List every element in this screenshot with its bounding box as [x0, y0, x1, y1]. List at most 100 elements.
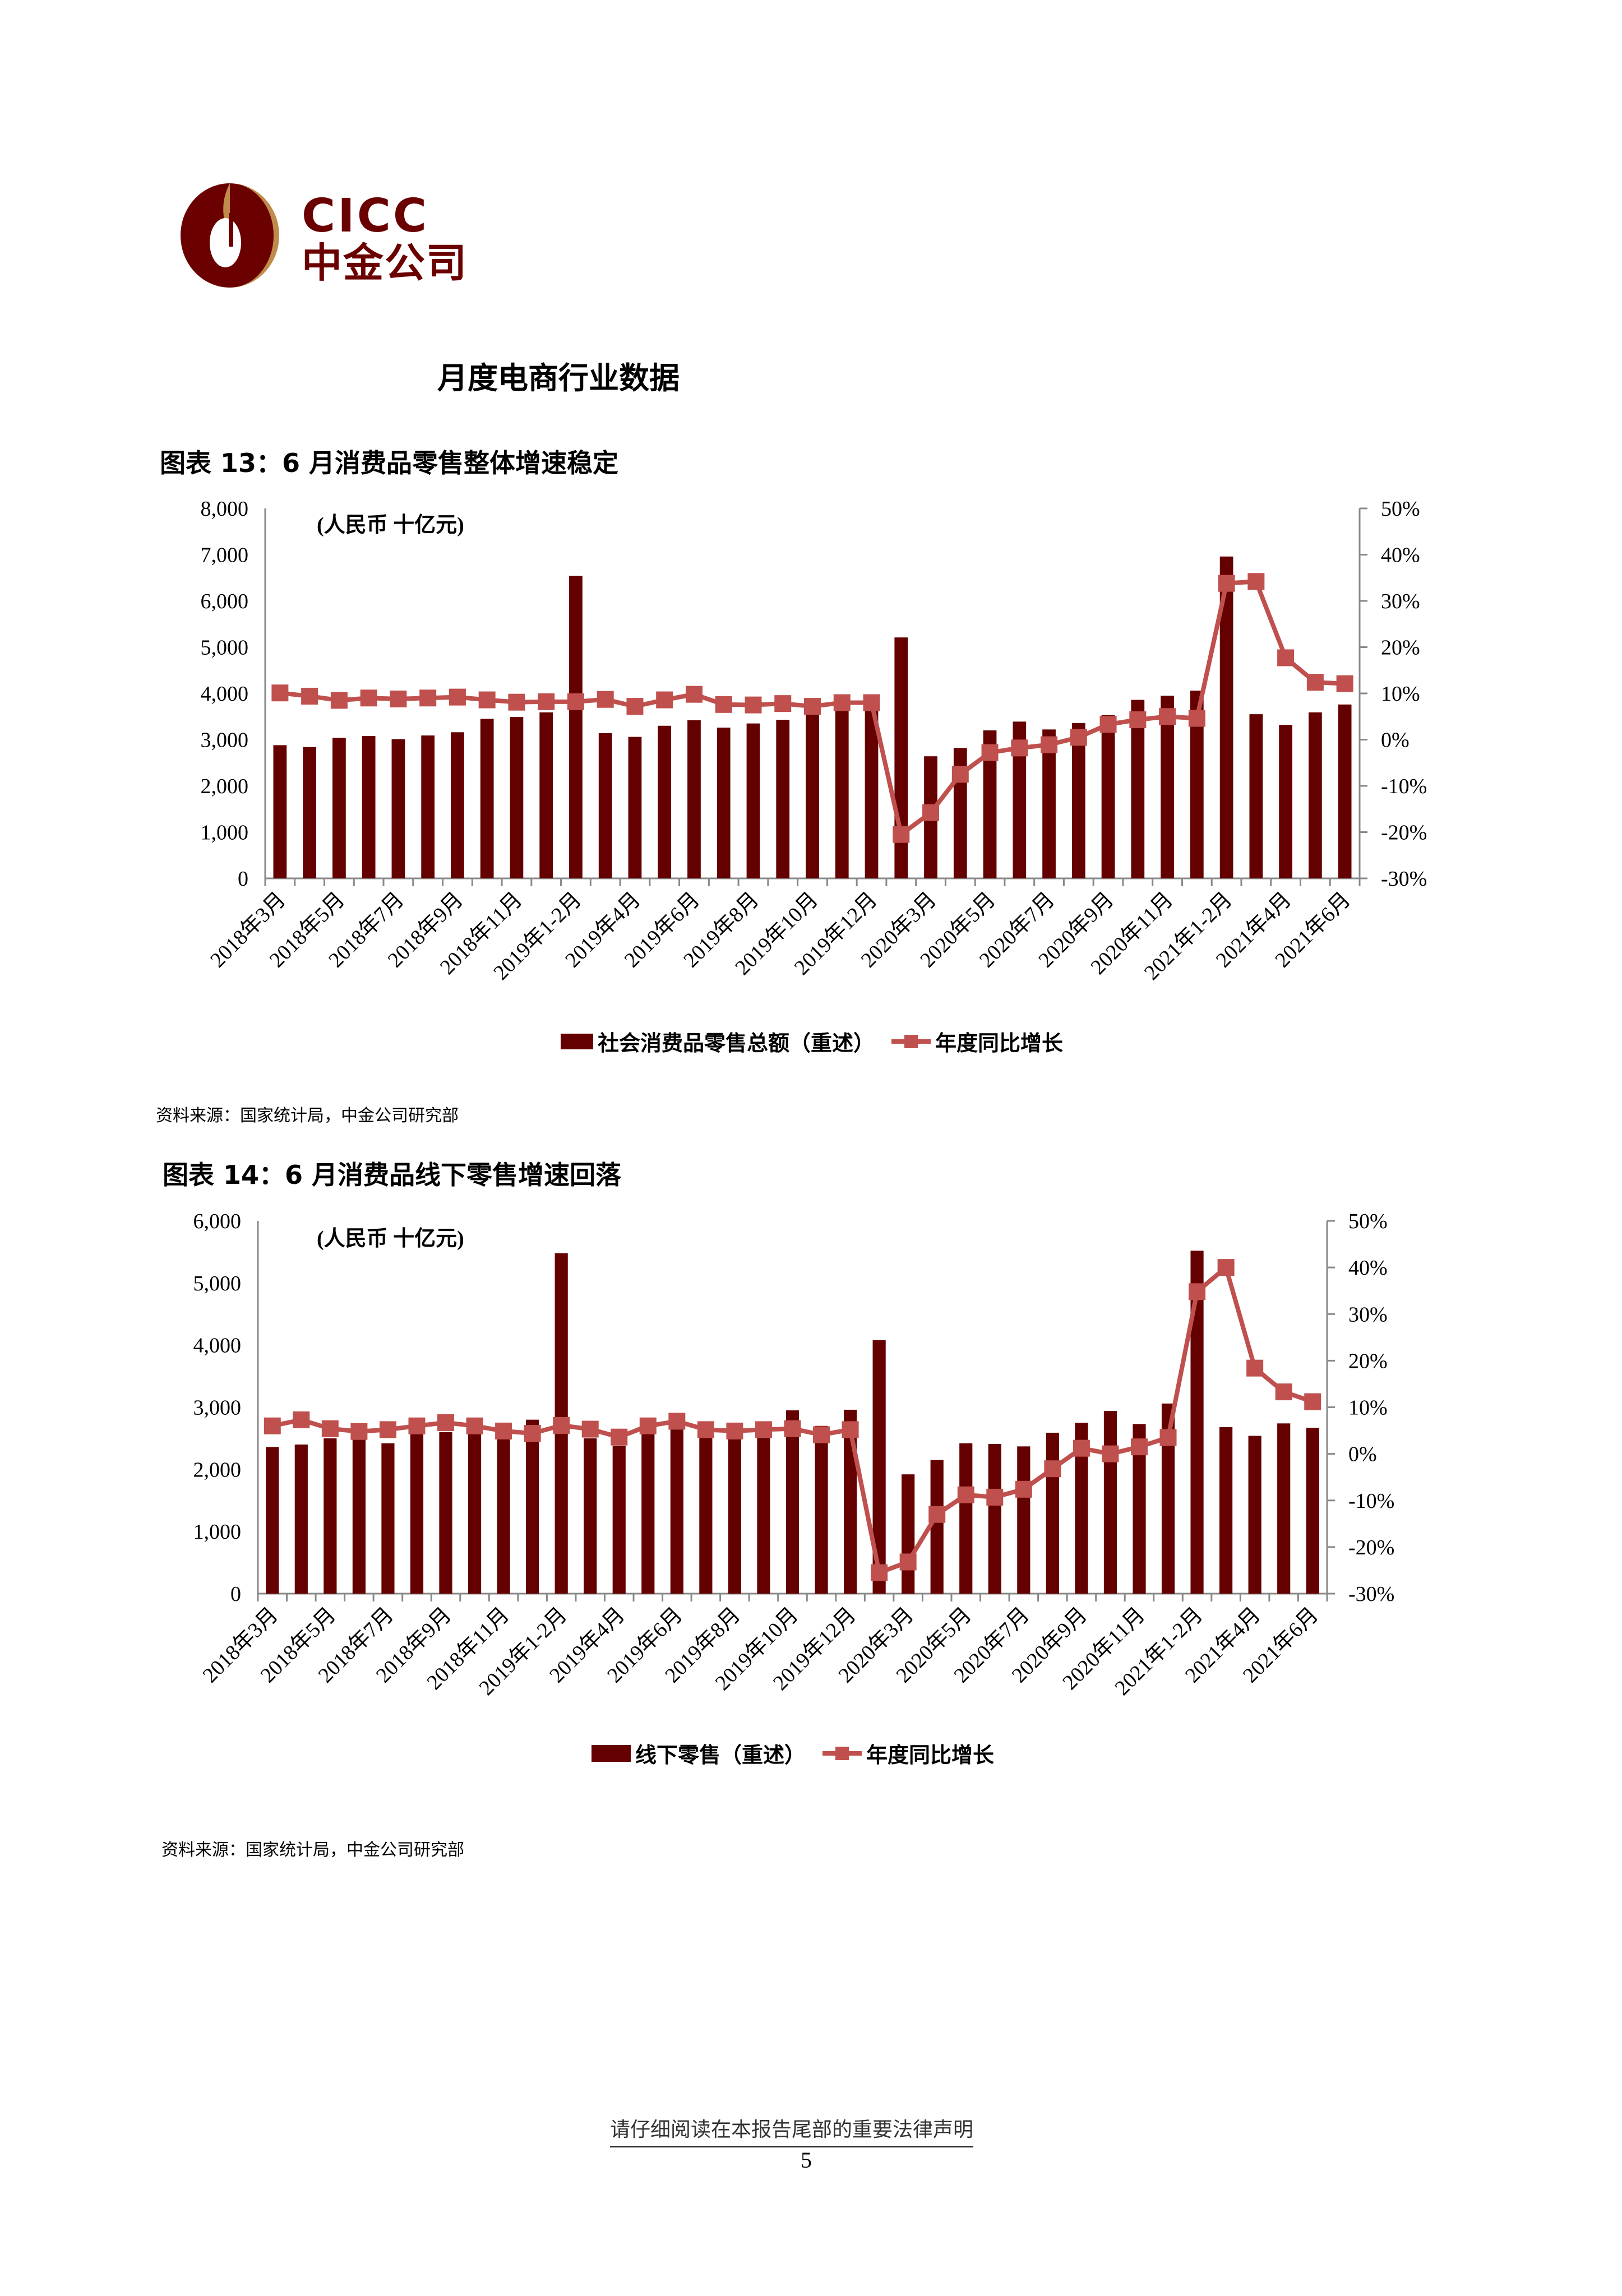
line-marker: [1041, 736, 1058, 753]
line-marker: [626, 698, 644, 715]
left-tick-label: 5,000: [201, 636, 249, 660]
bar: [1219, 556, 1233, 878]
bar: [569, 576, 583, 878]
line-marker: [922, 804, 940, 821]
bar: [381, 1443, 395, 1594]
left-tick-label: 8,000: [201, 497, 249, 521]
bar: [658, 725, 672, 878]
bar: [1190, 691, 1204, 878]
line-marker: [1277, 649, 1295, 666]
left-tick-label: 3,000: [193, 1396, 242, 1420]
right-tick-label: -30%: [1381, 867, 1427, 891]
legend-line-label: 年度同比增长: [935, 1032, 1064, 1056]
cicc-logo-mark-icon: [181, 183, 279, 288]
line-marker: [745, 696, 762, 714]
bar: [1308, 712, 1322, 878]
bar: [1338, 704, 1352, 878]
bar: [1277, 1423, 1291, 1594]
bar: [1017, 1446, 1030, 1594]
right-tick-label: -30%: [1348, 1582, 1394, 1606]
line-marker: [1275, 1383, 1292, 1401]
figure-13-unit-note: (人民币 十亿元): [317, 513, 464, 537]
figure-14-unit-note: (人民币 十亿元): [317, 1227, 464, 1251]
bar: [806, 702, 819, 878]
line-marker: [271, 684, 289, 702]
bar: [1131, 700, 1145, 878]
bar: [584, 1438, 597, 1594]
line-marker: [350, 1423, 368, 1440]
bar: [391, 739, 405, 878]
line-marker: [437, 1414, 455, 1431]
bar: [612, 1446, 626, 1594]
left-tick-label: 0: [238, 867, 248, 891]
bar: [776, 720, 790, 878]
bar: [1071, 723, 1085, 878]
bar: [1306, 1428, 1319, 1594]
line-marker: [1011, 739, 1028, 757]
line-marker: [597, 691, 614, 708]
bar: [451, 732, 464, 878]
line-marker: [986, 1488, 1004, 1506]
right-tick-label: 0%: [1381, 729, 1410, 752]
left-tick-label: 6,000: [193, 1210, 242, 1233]
figure-14-chart: 0 1,000 2,000 3,000 4,000 5,000 6,000 -30% -20% -…: [193, 1210, 1395, 1700]
line-marker: [508, 693, 525, 711]
legend-line-marker-icon: [891, 1034, 931, 1048]
line-marker: [611, 1428, 628, 1446]
bar: [1219, 1427, 1233, 1594]
line-marker: [639, 1417, 657, 1434]
right-tick-label: 50%: [1381, 497, 1420, 521]
bar: [352, 1433, 366, 1594]
line-marker: [697, 1421, 714, 1438]
figure-13-legend: 社会消费品零售总额（重述） 年度同比增长: [561, 1026, 1063, 1057]
line-marker: [899, 1553, 917, 1571]
bar: [273, 745, 287, 878]
left-tick-label: 5,000: [193, 1272, 242, 1295]
left-tick-label: 4,000: [193, 1334, 242, 1358]
legend-line-marker-icon: [822, 1746, 862, 1760]
right-tick-label: 30%: [1348, 1303, 1388, 1326]
line-marker: [1044, 1460, 1061, 1478]
legend-line-label: 年度同比增长: [866, 1744, 995, 1767]
line-marker: [685, 686, 703, 703]
bar: [1101, 715, 1115, 878]
bar: [959, 1443, 973, 1594]
line-marker: [668, 1413, 686, 1430]
line-marker: [264, 1417, 281, 1434]
bar: [865, 702, 879, 878]
line-marker: [928, 1506, 946, 1523]
legend-bar-label: 社会消费品零售总额（重述）: [598, 1032, 875, 1056]
figure-13-chart: 0 1,000 2,000 3,000 4,000 5,000 6,000 7,000 8,00…: [201, 497, 1427, 985]
line-marker: [1015, 1480, 1032, 1498]
bar: [699, 1432, 713, 1594]
line-marker: [1247, 573, 1265, 590]
bar: [628, 737, 642, 878]
left-tick-label: 3,000: [201, 729, 249, 752]
figure-14-legend: 线下零售（重述） 年度同比增长: [592, 1738, 994, 1769]
bar: [1190, 1251, 1204, 1594]
bar: [1133, 1424, 1146, 1594]
logo-text-cn: 中金公司: [302, 239, 468, 286]
left-tick-label: 4,000: [201, 682, 249, 706]
line-marker: [1129, 711, 1147, 729]
bar: [324, 1438, 337, 1594]
right-tick-label: 30%: [1381, 590, 1420, 613]
bar: [526, 1419, 539, 1594]
left-tick-label: 2,000: [193, 1458, 242, 1482]
bar: [1248, 1436, 1261, 1594]
line-marker: [1336, 675, 1353, 692]
line-marker: [1217, 1259, 1235, 1276]
figure-14-title: 图表 14：6 月消费品线下零售增速回落: [163, 1160, 622, 1190]
bar: [641, 1429, 655, 1594]
bar: [468, 1428, 482, 1594]
line-marker: [408, 1417, 426, 1434]
line-marker: [842, 1421, 859, 1438]
bar: [872, 1340, 886, 1594]
left-tick-label: 1,000: [201, 821, 249, 845]
line-marker: [390, 690, 407, 707]
line-marker: [449, 688, 466, 706]
line-marker: [419, 689, 437, 707]
line-marker: [330, 692, 348, 709]
cicc-logo: CICC 中金公司: [179, 182, 471, 289]
bar: [598, 733, 612, 878]
